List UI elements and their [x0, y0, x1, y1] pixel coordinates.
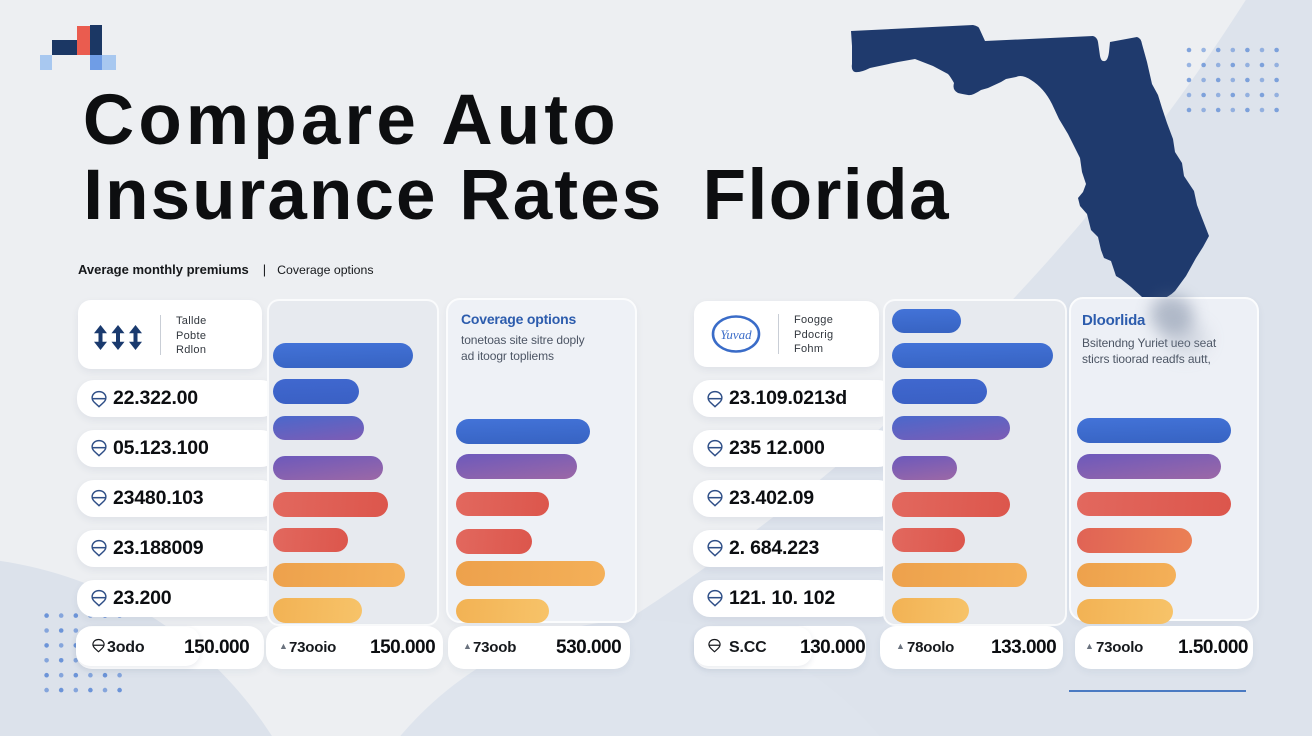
svg-text:Yuvad: Yuvad — [720, 327, 752, 342]
